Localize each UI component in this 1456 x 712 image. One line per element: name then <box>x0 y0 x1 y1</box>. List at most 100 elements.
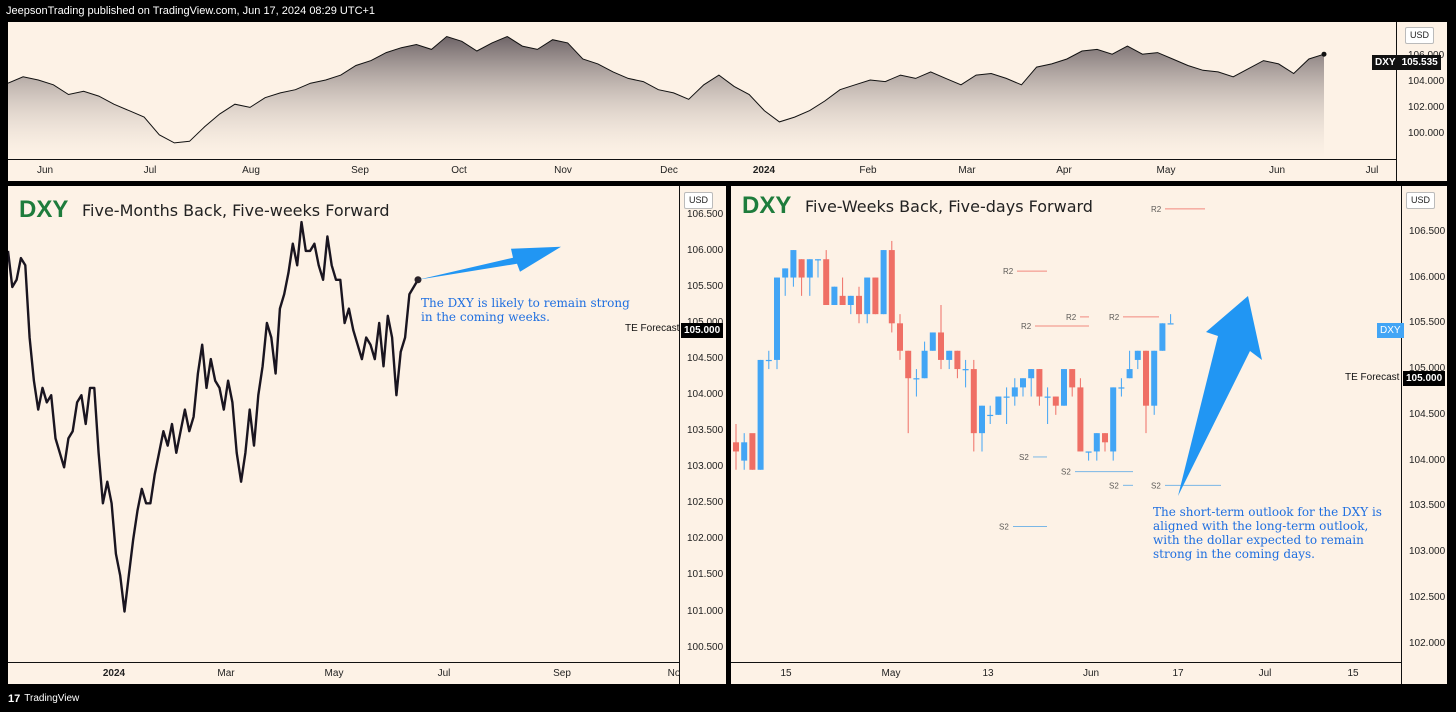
y-tick: 106.500 <box>1409 225 1446 237</box>
x-tick: Feb <box>859 165 877 176</box>
forecast-arrow <box>418 246 561 280</box>
candle-body <box>1126 369 1133 379</box>
y-tick: 103.500 <box>687 425 724 437</box>
candle-body <box>970 369 977 434</box>
y-tick: 100.000 <box>1408 128 1445 139</box>
candle-body <box>995 396 1002 415</box>
candle-body <box>938 332 944 360</box>
currency-label: USD <box>1406 192 1436 209</box>
x-tick: Jun <box>36 165 54 176</box>
overview-price-axis[interactable]: USD 106.000 104.000 102.000 100.000 <box>1396 22 1447 181</box>
chart-annotation: The short-term outlook for the DXY is al… <box>1153 505 1382 561</box>
right-price-axis[interactable]: USD 106.500 106.000 105.500 105.000 104.500 1… <box>1401 186 1447 684</box>
candle-body <box>1028 369 1035 379</box>
x-tick: Jul <box>437 668 451 679</box>
level-label: S2 <box>1061 468 1071 477</box>
candle-body <box>880 250 887 315</box>
forecast-price-tag: 105.000 <box>1403 371 1446 386</box>
level-label: S2 <box>1019 453 1029 462</box>
level-label: R2 <box>1109 313 1120 322</box>
x-tick: Nov <box>554 165 572 176</box>
y-tick: 103.500 <box>1409 500 1446 512</box>
candle-body <box>774 277 780 360</box>
y-tick: 104.500 <box>687 353 724 365</box>
level-label: R2 <box>1003 267 1014 276</box>
candle-body <box>921 350 928 379</box>
candle-body <box>1102 433 1108 443</box>
x-tick: Aug <box>242 165 260 176</box>
y-tick: 102.000 <box>1408 102 1445 113</box>
y-tick: 105.000 <box>1409 363 1446 375</box>
y-tick: 104.000 <box>1408 76 1445 87</box>
candle-body <box>987 414 994 417</box>
left-price-axis[interactable]: USD 106.500 106.000 105.500 105.000 104.500 1… <box>679 186 726 684</box>
x-tick: 13 <box>982 668 994 679</box>
y-tick: 103.000 <box>687 461 724 473</box>
candle-body <box>954 350 961 370</box>
y-tick: 102.000 <box>1409 637 1446 649</box>
symbol-tag: DXY <box>1372 55 1399 70</box>
level-label: S2 <box>999 523 1009 532</box>
x-tick: Sep <box>351 165 369 176</box>
x-tick: Jun <box>1268 165 1286 176</box>
x-tick: Mar <box>217 668 235 679</box>
candle-body <box>897 323 903 351</box>
tradingview-logo-text: TradingView <box>24 693 80 704</box>
five-weeks-chart-panel[interactable]: R2 R2 R2 R2 R2 S2 S2 S2 S2 S2 DXY Five-Weeks Back… <box>731 186 1447 684</box>
x-tick: 17 <box>1172 668 1184 679</box>
candle-body <box>806 259 813 278</box>
left-time-axis[interactable]: 2024 Mar May Jul Sep No <box>8 662 680 684</box>
x-tick: Jul <box>1258 668 1272 679</box>
y-tick: 101.000 <box>687 605 724 617</box>
five-weeks-chart[interactable]: R2 R2 R2 R2 R2 S2 S2 S2 S2 S2 <box>731 186 1447 684</box>
candle-body <box>1061 369 1067 406</box>
chart-title: Five-Weeks Back, Five-days Forward <box>805 197 1093 216</box>
candle-body <box>962 369 969 371</box>
candle-body <box>1118 387 1125 389</box>
x-tick: Dec <box>660 165 678 176</box>
candle-body <box>790 250 797 278</box>
y-tick: 101.500 <box>687 569 724 581</box>
right-time-axis[interactable]: 15 May 13 Jun 17 Jul 15 <box>731 662 1401 684</box>
forecast-price-tag: 105.000 <box>681 323 724 338</box>
y-tick: 104.000 <box>687 389 724 401</box>
x-tick: Apr <box>1056 165 1072 176</box>
x-tick: 15 <box>780 668 792 679</box>
x-tick: Jun <box>1082 668 1100 679</box>
currency-label: USD <box>1405 27 1435 44</box>
y-tick: 103.000 <box>1409 546 1446 558</box>
candle-body <box>872 277 879 315</box>
last-point-marker <box>1321 51 1327 57</box>
last-point-marker <box>414 276 422 284</box>
candle-body <box>1044 396 1051 398</box>
chart-title: Five-Months Back, Five-weeks Forward <box>82 201 390 220</box>
currency-label: USD <box>684 192 714 209</box>
tradingview-logo-icon: 17 <box>8 693 21 705</box>
x-tick: Jul <box>143 165 157 176</box>
overview-time-axis[interactable]: Jun Jul Aug Sep Oct Nov Dec 2024 Feb Mar… <box>8 159 1396 181</box>
overview-chart-panel[interactable]: USD 106.000 104.000 102.000 100.000 DXY … <box>8 22 1447 181</box>
y-tick: 106.000 <box>687 244 724 256</box>
overview-chart[interactable] <box>8 22 1447 181</box>
forecast-label: TE Forecast <box>625 323 680 334</box>
symbol-tag: DXY <box>1377 323 1404 338</box>
candle-body <box>733 442 739 452</box>
candle-body <box>979 405 985 434</box>
chart-symbol: DXY <box>742 192 792 219</box>
candle-body <box>757 359 764 470</box>
five-months-chart[interactable] <box>8 186 726 684</box>
dxy-series-line <box>8 220 420 613</box>
x-tick: Mar <box>958 165 976 176</box>
candle-body <box>1020 378 1026 388</box>
candle-body <box>1003 396 1010 398</box>
candle-body <box>1036 369 1043 397</box>
candle-body <box>1077 387 1084 452</box>
candle-body <box>905 350 912 379</box>
level-label: R2 <box>1066 313 1077 322</box>
five-months-chart-panel[interactable]: DXY Five-Months Back, Five-weeks Forward… <box>8 186 726 684</box>
candle-body <box>815 259 821 261</box>
y-tick: 105.500 <box>1409 317 1446 329</box>
candle-body <box>765 359 772 362</box>
candle-body <box>831 286 838 305</box>
candle-body <box>1069 369 1076 388</box>
